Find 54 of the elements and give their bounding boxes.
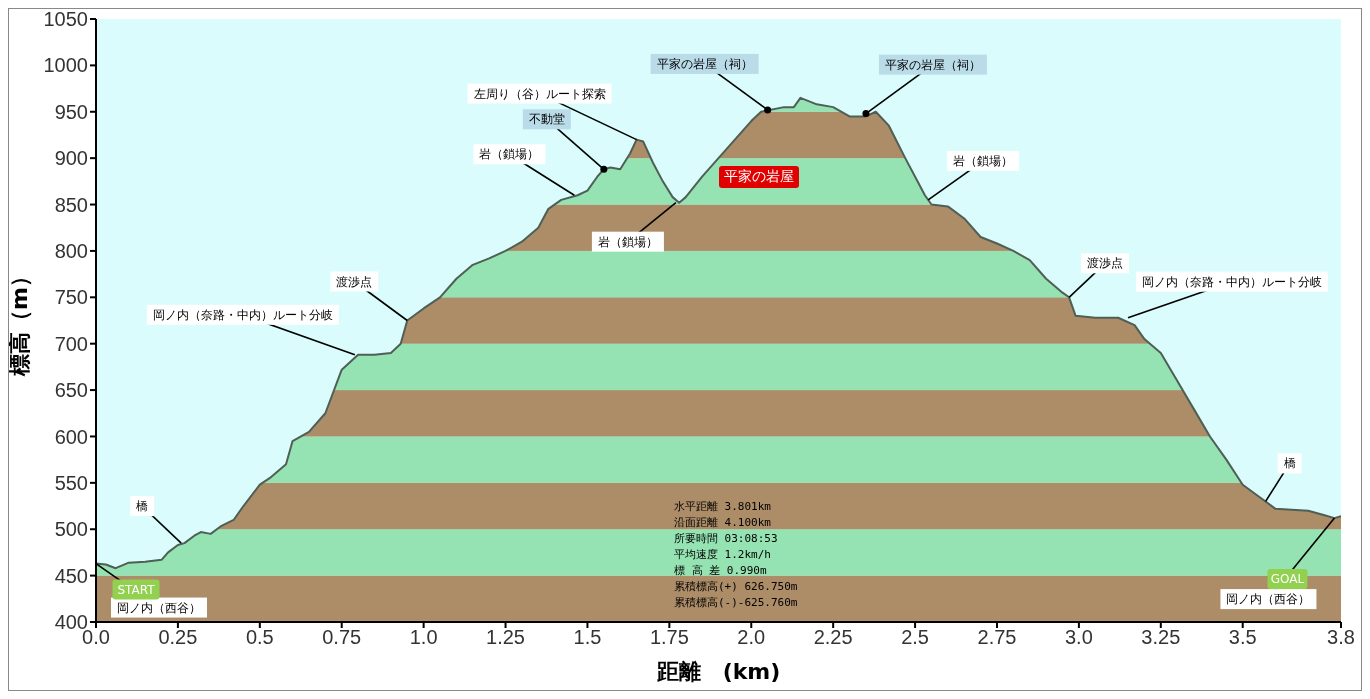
y-tick-label: 850 [54, 193, 88, 216]
y-tick-label: 700 [54, 332, 88, 355]
annotation: 岩（鎖場） [479, 147, 540, 162]
x-tick-label: 2.25 [813, 626, 853, 649]
y-tick-label: 550 [54, 471, 88, 494]
y-tick-label: 800 [54, 240, 88, 263]
annotation: 累積標高(-)-625.760m [674, 595, 798, 611]
x-tick-label: 2.5 [901, 626, 929, 649]
x-axis-title: 距離 (km) [655, 659, 781, 684]
annotation: 渡渉点 [336, 274, 373, 289]
y-tick-label: 950 [54, 100, 88, 123]
annotation: GOAL [1270, 572, 1305, 587]
y-tick-label: 750 [54, 286, 88, 309]
annotation: 水平距離 3.801km [674, 499, 772, 515]
annotation: 所要時間 03:08:53 [674, 531, 779, 547]
x-tick-label: 0.75 [322, 626, 362, 649]
y-tick-label: 1000 [43, 54, 88, 77]
x-tick-label: 3.8 [1327, 626, 1355, 649]
y-tick-label: 900 [54, 147, 88, 170]
annotation: 平家の岩屋 [719, 166, 799, 188]
x-tick-label: 0.25 [158, 626, 198, 649]
annotation: 岡ノ内（奈路・中内）ルート分岐 [1142, 274, 1323, 289]
annotation: 左周り（谷）ルート探索 [473, 86, 606, 101]
annotation: 平家の岩屋（祠） [884, 57, 981, 72]
y-tick-label: 500 [54, 518, 88, 541]
annotation: 標 高 差 0.990m [674, 563, 768, 579]
y-tick-label: 1050 [43, 8, 88, 31]
annotation: 岡ノ内（奈路・中内）ルート分岐 [152, 307, 333, 322]
x-tick-label: 1.5 [573, 626, 602, 649]
annotation: 岩（鎖場） [953, 153, 1014, 168]
y-tick-label: 450 [54, 564, 88, 587]
x-tick-label: 2.0 [737, 626, 766, 649]
x-tick-label: 1.75 [649, 626, 689, 649]
x-tick-label: 3.0 [1064, 626, 1093, 649]
annotation: 渡渉点 [1087, 256, 1124, 271]
annotation: 累積標高(+) 626.750m [674, 579, 798, 595]
x-tick-label: 1.25 [486, 626, 526, 649]
x-tick-label: 0.5 [245, 626, 274, 649]
annotation: 岡ノ内（西谷） [1226, 592, 1311, 607]
annotation: 橋 [1283, 456, 1296, 471]
x-tick-label: 2.75 [977, 626, 1017, 649]
annotation: 平家の岩屋（祠） [656, 56, 753, 71]
annotation: 平均速度 1.2km/h [674, 547, 772, 563]
x-tick-label: 3.25 [1141, 626, 1181, 649]
y-tick-label: 650 [54, 379, 88, 402]
annotation: 橋 [136, 499, 149, 514]
annotation: 沿面距離 4.100km [674, 515, 772, 531]
annotation: 岩（鎖場） [597, 234, 658, 249]
x-tick-label: 1.0 [409, 626, 438, 649]
annotation: START [117, 582, 156, 597]
annotation: 不動堂 [528, 112, 565, 127]
annotation: 岡ノ内（西谷） [117, 600, 201, 615]
y-tick-label: 600 [54, 425, 88, 448]
x-tick-label: 3.5 [1228, 626, 1257, 649]
